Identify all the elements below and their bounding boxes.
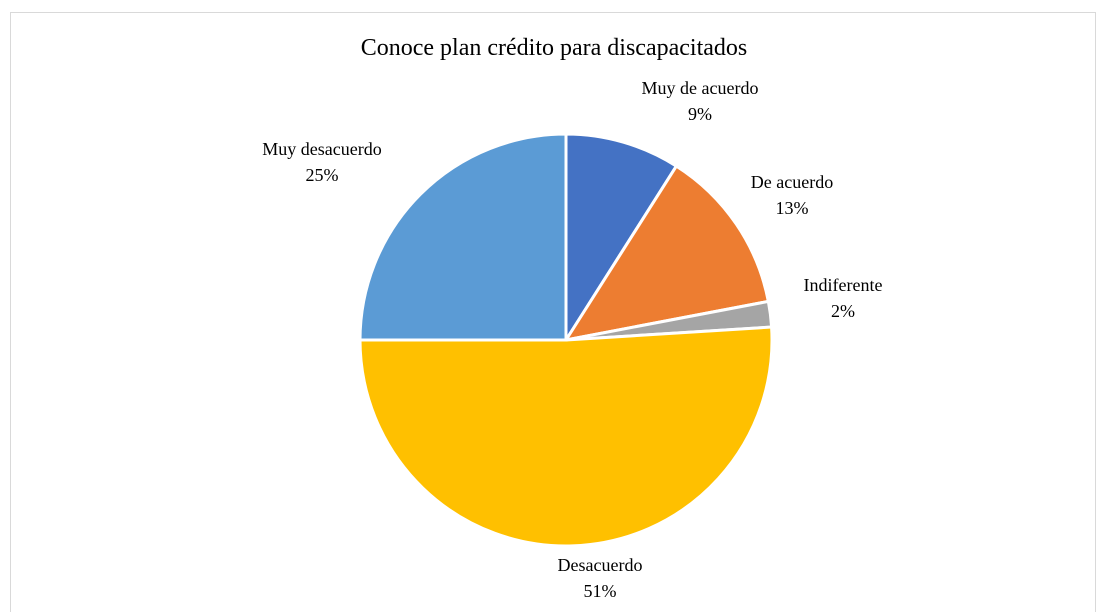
slice-value-label: 2% bbox=[831, 301, 855, 321]
slice-category-label: Muy de acuerdo bbox=[642, 78, 759, 98]
pie-slice-de-acuerdo bbox=[562, 163, 771, 343]
slice-value-label: 25% bbox=[306, 165, 339, 185]
slice-category-label: Muy desacuerdo bbox=[262, 139, 381, 159]
pie-slice-desacuerdo bbox=[358, 325, 774, 548]
slice-category-label: De acuerdo bbox=[751, 172, 833, 192]
slice-value-label: 13% bbox=[776, 198, 809, 218]
slice-category-label: Desacuerdo bbox=[558, 555, 643, 575]
chart-title: Conoce plan crédito para discapacitados bbox=[360, 35, 748, 61]
pie-slice-muy-desacuerdo bbox=[358, 132, 568, 342]
pie-slice-muy-de-acuerdo bbox=[564, 132, 679, 346]
slice-category-label: Indiferente bbox=[804, 275, 883, 295]
slice-value-label: 51% bbox=[584, 581, 617, 601]
slice-value-label: 9% bbox=[688, 104, 712, 124]
